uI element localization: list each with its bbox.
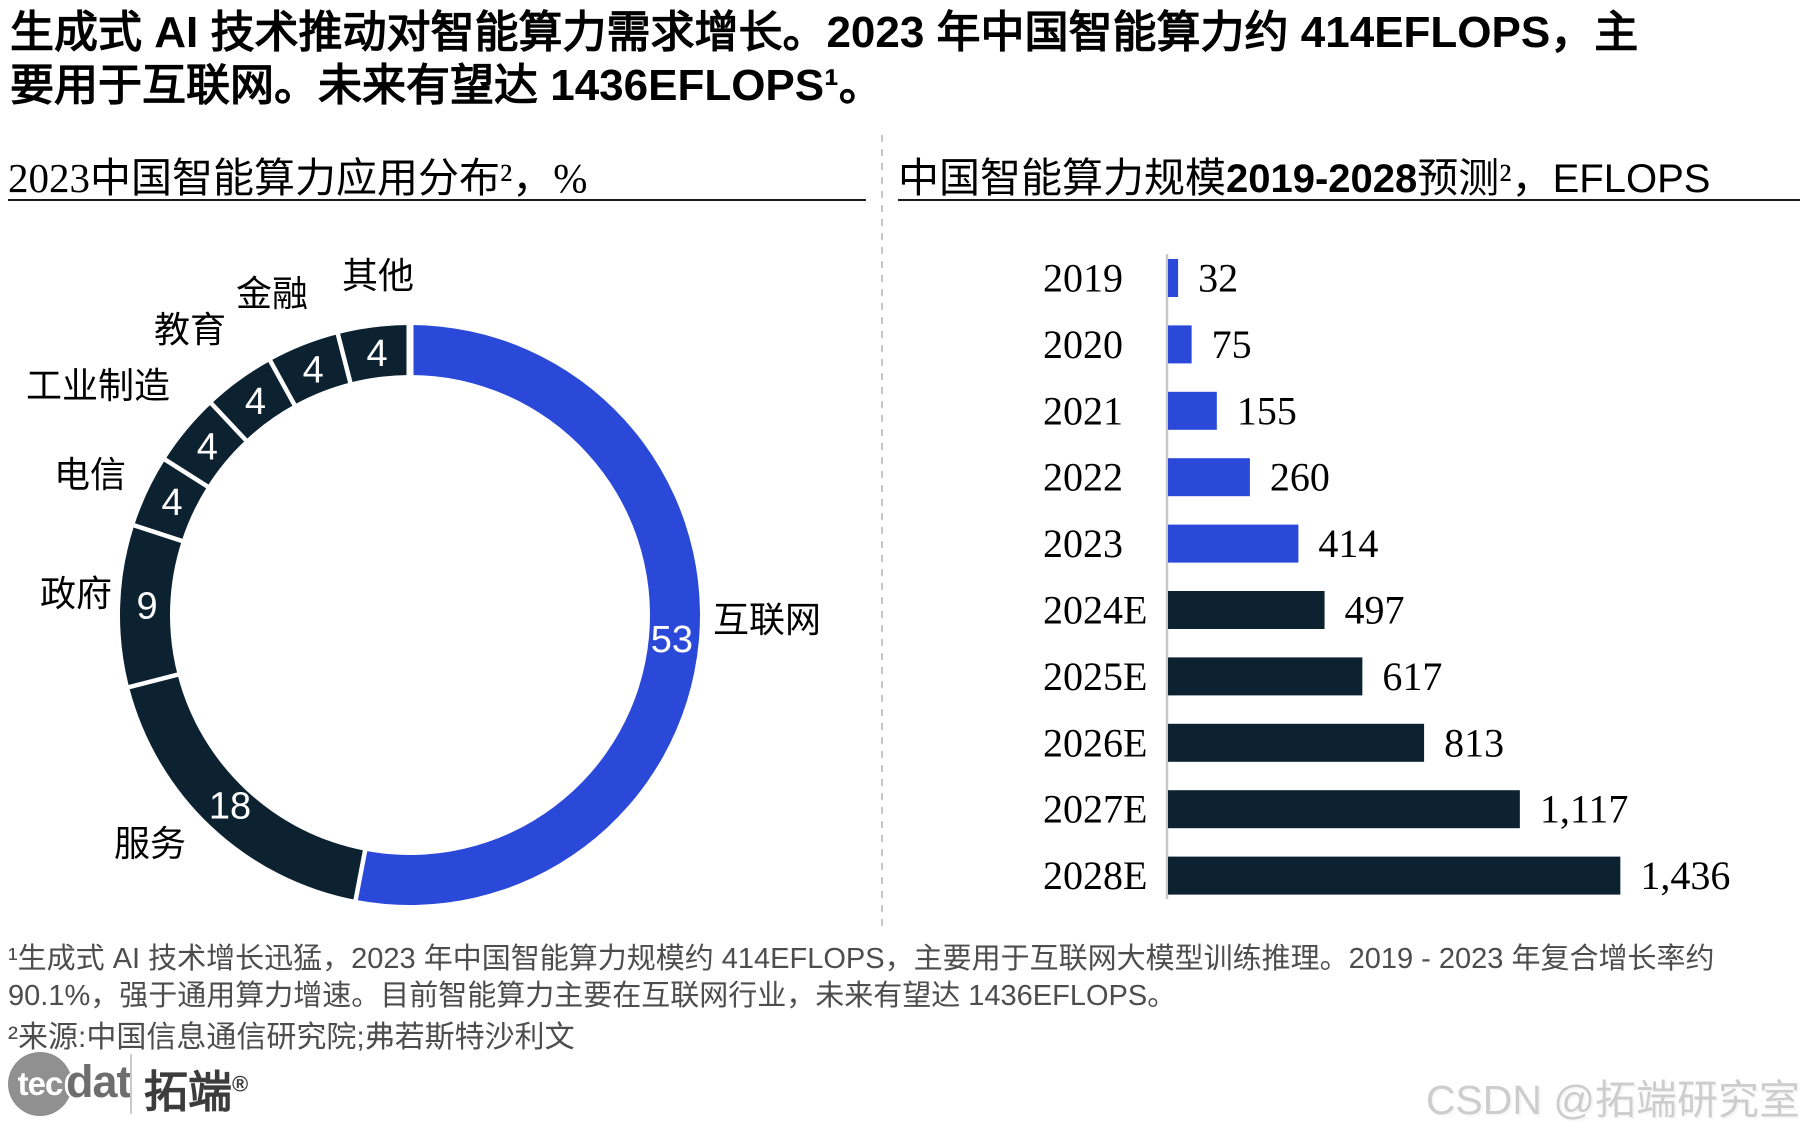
csdn-watermark: CSDN @拓端研究室 (1425, 1077, 1800, 1123)
donut-divider-2 (126, 672, 181, 690)
donut-value-3: 4 (161, 482, 182, 524)
bar-value-0: 32 (1198, 256, 1238, 301)
bar-category-4: 2023 (1043, 521, 1123, 566)
donut-segment-2 (120, 525, 182, 688)
bar-category-6: 2025E (1043, 654, 1147, 699)
donut-divider-1 (353, 848, 368, 903)
panel-divider-dashed (881, 135, 883, 927)
footnote-2: ²来源:中国信息通信研究院;弗若斯特沙利文 (8, 1021, 575, 1054)
tecdat-logo-suffix: dat (66, 1056, 131, 1107)
bar-7 (1168, 723, 1425, 762)
bar-chart-title-unit: EFLOPS (1552, 157, 1711, 201)
donut-value-0: 53 (651, 619, 693, 661)
donut-label-4: 工业制造 (26, 365, 170, 406)
bar-8 (1168, 790, 1520, 829)
donut-segment-7 (337, 325, 410, 383)
donut-divider-7 (335, 331, 353, 386)
donut-segment-3 (134, 459, 208, 541)
bar-value-2: 155 (1237, 388, 1297, 433)
donut-segment-6 (270, 334, 351, 405)
donut-divider-6 (267, 358, 298, 408)
bar-chart-title-cn2: 预测²， (1417, 155, 1553, 201)
donut-value-2: 9 (137, 586, 158, 628)
donut-value-7: 4 (366, 333, 387, 375)
left-title-underline (8, 199, 866, 201)
donut-label-3: 电信 (54, 454, 126, 495)
donut-value-4: 4 (197, 426, 218, 468)
donut-value-5: 4 (245, 381, 266, 423)
page-title-line1: 生成式 AI 技术推动对智能算力需求增长。2023 年中国智能算力约 414EF… (10, 8, 1639, 57)
donut-label-1: 服务 (114, 823, 186, 864)
donut-segment-0 (355, 325, 701, 905)
bar-1 (1168, 325, 1192, 364)
bar-chart-title-years: 2019-2028 (1226, 157, 1418, 201)
bar-2 (1168, 391, 1217, 430)
page-title-line2: 要用于互联网。未来有望达 1436EFLOPS¹。 (10, 61, 883, 110)
donut-segment-4 (165, 403, 246, 487)
bar-category-9: 2028E (1043, 853, 1147, 898)
bar-chart-title-cn1: 中国智能算力规模 (898, 155, 1226, 201)
bar-category-0: 2019 (1043, 256, 1123, 301)
bar-9 (1168, 856, 1621, 895)
donut-segment-5 (211, 360, 295, 441)
bar-category-2: 2021 (1043, 388, 1123, 433)
bar-value-9: 1,436 (1640, 853, 1730, 898)
bar-value-6: 617 (1382, 654, 1442, 699)
bar-3 (1168, 458, 1250, 497)
bar-4 (1168, 524, 1299, 563)
bar-chart-title: 中国智能算力规模2019-2028预测²，EFLOPS (898, 144, 1710, 204)
bar-value-1: 75 (1212, 322, 1252, 367)
donut-chart-title: 2023中国智能算力应用分布²，% (8, 155, 588, 201)
donut-divider-3 (131, 522, 185, 544)
bar-value-8: 1,117 (1540, 787, 1629, 832)
bar-category-1: 2020 (1043, 322, 1123, 367)
donut-label-6: 金融 (236, 273, 308, 314)
donut-label-7: 其他 (342, 255, 414, 296)
right-title-underline (898, 199, 1800, 201)
donut-label-0: 互联网 (713, 599, 821, 640)
donut-value-6: 4 (303, 349, 324, 391)
bar-category-8: 2027E (1043, 787, 1147, 832)
bar-6 (1168, 657, 1363, 696)
donut-divider-4 (162, 456, 211, 490)
donut-value-1: 18 (209, 786, 251, 828)
bar-category-7: 2026E (1043, 720, 1147, 765)
registered-mark: ® (232, 1071, 249, 1097)
donut-segment-1 (129, 674, 366, 900)
bar-value-3: 260 (1270, 455, 1330, 500)
logo-divider (130, 1054, 132, 1114)
bar-value-4: 414 (1318, 521, 1378, 566)
donut-divider-5 (208, 400, 249, 444)
bar-0 (1168, 259, 1179, 297)
page-title: 生成式 AI 技术推动对智能算力需求增长。2023 年中国智能算力约 414EF… (10, 6, 1805, 112)
bar-category-5: 2024E (1043, 588, 1147, 633)
donut-label-5: 教育 (154, 309, 226, 350)
bar-value-5: 497 (1345, 588, 1405, 633)
bar-5 (1168, 591, 1325, 629)
tecdat-logo-circle-icon: tec (8, 1052, 72, 1116)
tecdat-brand-cn: 拓端® (144, 1068, 249, 1117)
footnote-1: ¹生成式 AI 技术增长迅猛，2023 年中国智能算力规模约 414EFLOPS… (8, 943, 1715, 1012)
bar-category-3: 2022 (1043, 455, 1123, 500)
donut-label-2: 政府 (40, 573, 112, 614)
bar-value-7: 813 (1444, 720, 1504, 765)
